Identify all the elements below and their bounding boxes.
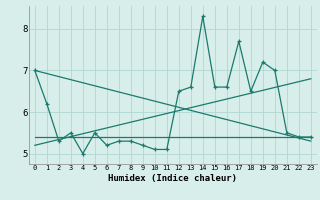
X-axis label: Humidex (Indice chaleur): Humidex (Indice chaleur) [108, 174, 237, 183]
